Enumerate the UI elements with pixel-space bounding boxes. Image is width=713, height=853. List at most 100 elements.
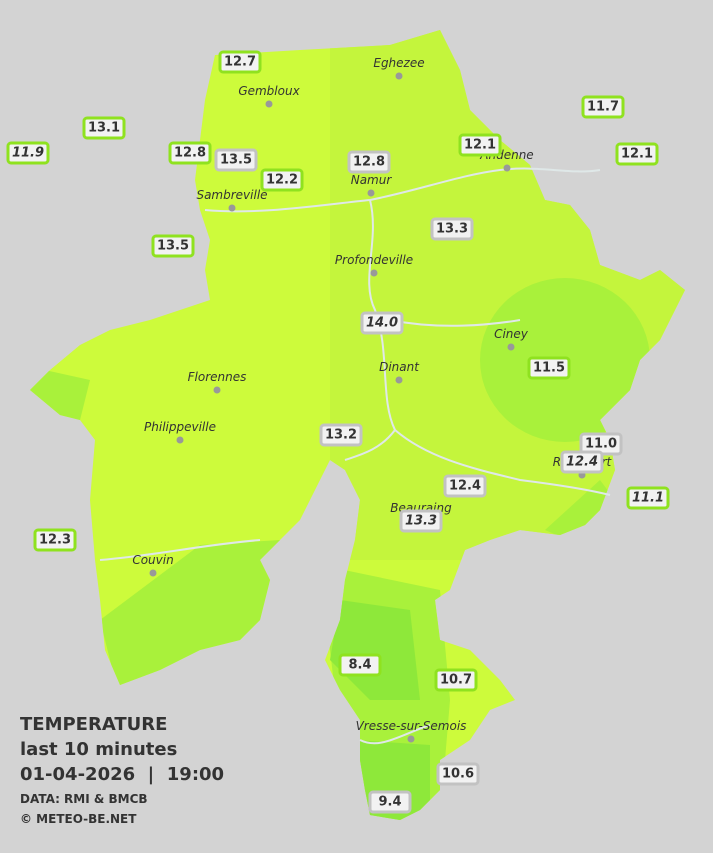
station-box	[347, 150, 391, 174]
city-label: Namur	[351, 173, 393, 187]
legend-source: DATA: RMI & BMCB	[20, 792, 148, 806]
station-box	[338, 653, 382, 677]
station: 10.6	[436, 762, 480, 786]
station-value: 13.5	[157, 239, 189, 254]
station: 13.1	[82, 116, 126, 140]
city-dot	[228, 204, 236, 212]
city-dot	[507, 343, 515, 351]
river-lesse	[394, 429, 611, 496]
station-value: 12.1	[464, 138, 496, 153]
station: 8.4	[338, 653, 382, 677]
legend-period: last 10 minutes	[20, 739, 177, 760]
station: 11.9	[6, 141, 50, 165]
station-box	[168, 141, 212, 165]
river-bocq	[389, 319, 521, 327]
station-value: 13.1	[88, 121, 120, 136]
station-box	[33, 528, 77, 552]
station-box	[615, 142, 659, 166]
zone-couvin	[100, 540, 280, 700]
station: 11.1	[626, 486, 670, 510]
station-value: 12.8	[353, 155, 385, 170]
station-box	[458, 133, 502, 157]
city-label: Dinant	[379, 360, 420, 374]
station-box	[218, 50, 262, 74]
station: 9.4	[368, 790, 412, 814]
station-box	[436, 762, 480, 786]
city-label: Sambreville	[196, 188, 267, 202]
station-box	[319, 423, 363, 447]
station-box	[151, 234, 195, 258]
station-box	[434, 668, 478, 692]
city-dot	[265, 100, 273, 108]
station: 11.0	[579, 432, 623, 456]
station-box	[399, 509, 443, 533]
station-box	[214, 148, 258, 172]
city-dot	[395, 376, 403, 384]
zone-west	[30, 360, 90, 420]
station-value: 12.1	[621, 147, 653, 162]
station: 13.3	[399, 509, 443, 533]
city-dot	[407, 735, 415, 743]
station-value: 13.3	[405, 514, 437, 529]
station-value: 13.3	[436, 222, 468, 237]
city-dot	[213, 386, 221, 394]
station: 13.3	[430, 217, 474, 241]
river-couvin	[99, 539, 261, 561]
station: 12.1	[458, 133, 502, 157]
station: 12.2	[260, 168, 304, 192]
station-value: 9.4	[378, 795, 401, 810]
city-dot	[149, 569, 157, 577]
station: 12.3	[33, 528, 77, 552]
station-value: 12.4	[449, 479, 481, 494]
station: 10.7	[434, 668, 478, 692]
station-box	[560, 450, 604, 474]
station: 11.7	[581, 95, 625, 119]
station-value: 11.9	[12, 146, 44, 161]
station-box	[430, 217, 474, 241]
station-value: 12.4	[566, 455, 598, 470]
station: 13.5	[214, 148, 258, 172]
station: 12.7	[218, 50, 262, 74]
station-value: 14.0	[366, 316, 398, 331]
city-label: Gembloux	[238, 84, 300, 98]
river-sambre-meuse	[204, 167, 601, 213]
station-value: 13.5	[220, 153, 252, 168]
station-value: 10.6	[442, 767, 474, 782]
city-label: Couvin	[132, 553, 173, 567]
station-value: 11.1	[632, 491, 664, 506]
station-box	[443, 474, 487, 498]
city-dot	[370, 269, 378, 277]
station: 12.1	[615, 142, 659, 166]
station-box	[6, 141, 50, 165]
legend-heading: TEMPERATURE	[20, 714, 167, 735]
station: 11.5	[527, 356, 571, 380]
station-box	[581, 95, 625, 119]
city-dot	[176, 436, 184, 444]
city-dot	[395, 72, 403, 80]
station-box	[82, 116, 126, 140]
station-value: 8.4	[348, 658, 371, 673]
station: 13.5	[151, 234, 195, 258]
station-value: 12.7	[224, 55, 256, 70]
station-value: 11.5	[533, 361, 565, 376]
station-value: 12.2	[266, 173, 298, 188]
station: 12.8	[347, 150, 391, 174]
station-value: 13.2	[325, 428, 357, 443]
city-label: Profondeville	[335, 253, 413, 267]
station-value: 11.0	[585, 437, 617, 452]
station: 14.0	[360, 311, 404, 335]
station-box	[260, 168, 304, 192]
city-label: Eghezee	[373, 56, 424, 70]
station-value: 10.7	[440, 673, 472, 688]
station-box	[626, 486, 670, 510]
city-label: Philippeville	[144, 420, 216, 434]
station-box	[360, 311, 404, 335]
river-semois	[359, 724, 431, 745]
station: 12.8	[168, 141, 212, 165]
city-label: Vresse-sur-Semois	[356, 719, 467, 733]
legend-datetime: 01-04-2026 | 19:00	[20, 764, 224, 785]
station-value: 12.3	[39, 533, 71, 548]
station-value: 12.8	[174, 146, 206, 161]
station: 12.4	[560, 450, 604, 474]
